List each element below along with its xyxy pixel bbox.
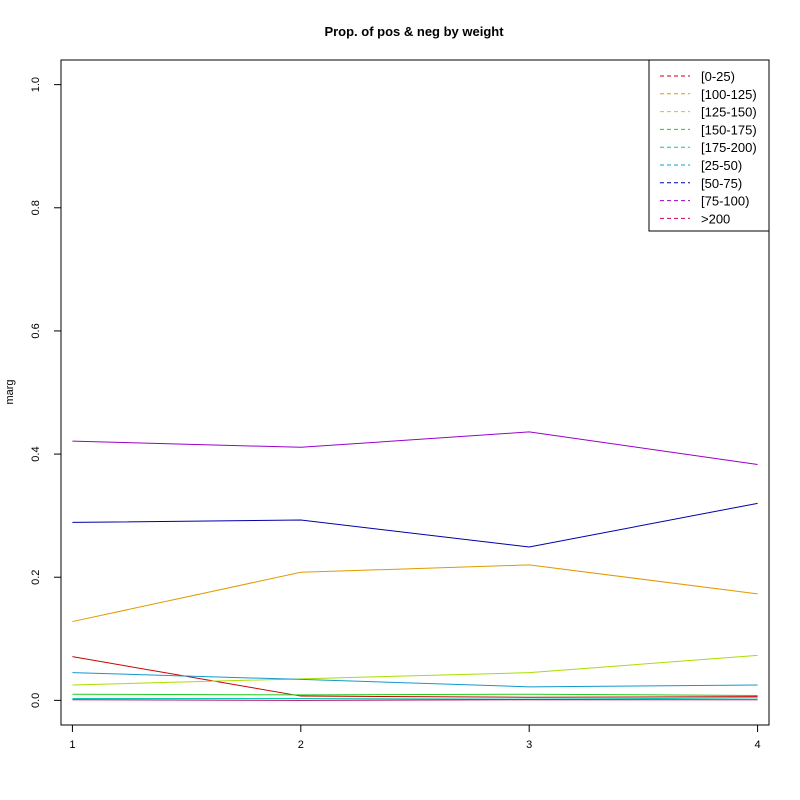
legend-entry-label: [75-100): [701, 194, 749, 209]
series-line-175-200: [72, 697, 758, 700]
y-tick-label: 1.0: [30, 77, 42, 92]
legend-entry-label: [100-125): [701, 87, 757, 102]
y-tick-label: 0.6: [30, 323, 42, 338]
x-tick-label: 1: [69, 739, 75, 751]
legend-entry-label: [125-150): [701, 105, 757, 120]
x-axis: 1 2 3 4: [69, 724, 761, 751]
y-tick-label: 0.8: [30, 200, 42, 215]
x-tick-label: 3: [526, 739, 532, 751]
legend-entry-label: [175-200): [701, 140, 757, 155]
y-tick-label: 0.0: [30, 693, 42, 708]
series-line-150-175: [72, 693, 758, 696]
series-line-100-125: [72, 564, 758, 623]
y-tick-label: 0.2: [30, 570, 42, 585]
series-lines: [72, 431, 758, 701]
series-line-200: [72, 699, 758, 701]
legend-entry-label: [150-175): [701, 122, 757, 137]
legend-entry-label: [50-75): [701, 176, 742, 191]
legend-box: [648, 59, 770, 232]
legend-entry-label: >200: [701, 211, 730, 226]
x-tick-label: 2: [298, 739, 304, 751]
series-line-125-150: [72, 654, 758, 686]
chart-title: Prop. of pos & neg by weight: [324, 24, 504, 39]
legend: [0-25) [100-125) [125-150) [150-175) [175-20…: [648, 59, 770, 232]
x-tick-label: 4: [755, 739, 761, 751]
y-axis-label: marg: [4, 379, 16, 404]
series-line-75-100: [72, 431, 758, 466]
series-line-50-75: [72, 502, 758, 548]
legend-entry-label: [25-50): [701, 158, 742, 173]
y-axis: 0.0 0.2 0.4 0.6 0.8 1.0: [30, 77, 62, 708]
series-line-25-50: [72, 672, 758, 688]
legend-entry-label: [0-25): [701, 69, 735, 84]
y-tick-label: 0.4: [30, 446, 42, 461]
